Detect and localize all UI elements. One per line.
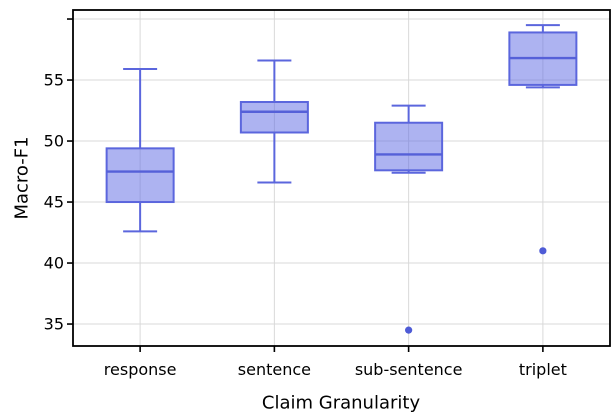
outlier-sub-sentence-0: [405, 326, 413, 334]
y-tick-label-35: 35: [44, 315, 64, 334]
x-tick-label-response: response: [104, 360, 177, 379]
plot-border: [72, 9, 611, 347]
box-sub-sentence: [374, 121, 444, 172]
y-tick-label-40: 40: [44, 254, 64, 273]
y-tick-label-45: 45: [44, 193, 64, 212]
box-sentence: [239, 100, 309, 134]
x-tick-label-triplet: triplet: [519, 360, 567, 379]
y-axis-title: Macro-F1: [11, 136, 33, 220]
y-tick-label-55: 55: [44, 71, 64, 90]
x-tick-label-sentence: sentence: [238, 360, 311, 379]
outlier-triplet-0: [539, 247, 547, 255]
x-tick-label-sub-sentence: sub-sentence: [355, 360, 463, 379]
x-axis-title: Claim Granularity: [261, 392, 421, 414]
box-response: [105, 147, 175, 204]
y-tick-label-50: 50: [44, 132, 64, 151]
